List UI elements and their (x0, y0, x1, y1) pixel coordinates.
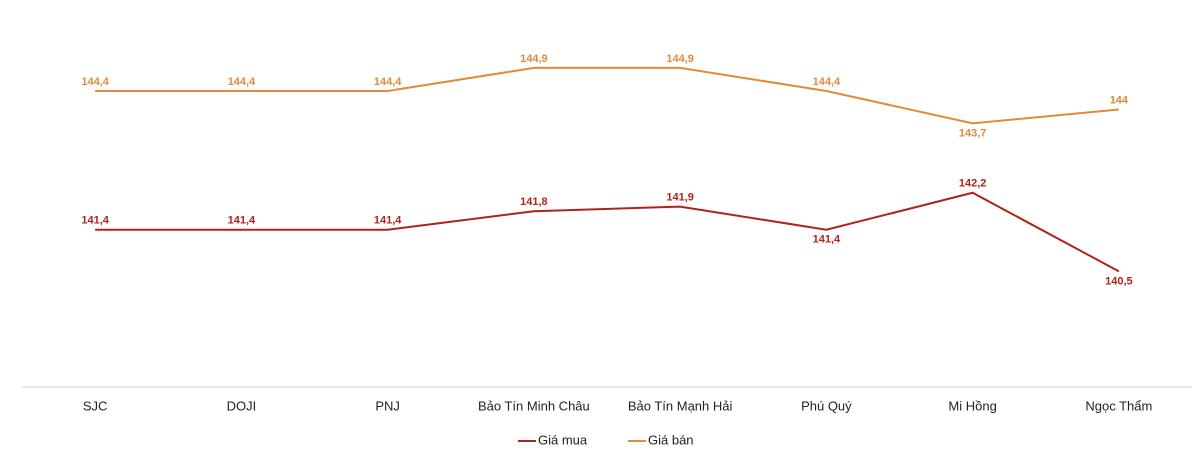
data-label: 144,4 (813, 76, 841, 88)
data-label: 144,9 (520, 53, 548, 65)
data-label: 144,4 (81, 76, 109, 88)
x-tick-label: Phú Quý (801, 398, 852, 413)
x-tick-label: Ngọc Thẩm (1085, 398, 1152, 413)
data-label: 142,2 (959, 178, 987, 190)
data-label: 144 (1110, 94, 1129, 106)
x-tick-label: SJC (83, 398, 108, 413)
data-label: 141,4 (374, 215, 402, 227)
data-label: 144,9 (666, 53, 694, 65)
x-tick-label: Mi Hồng (948, 398, 996, 413)
data-label: 141,4 (81, 215, 109, 227)
legend-label: Giá bán (648, 432, 694, 447)
data-label: 141,8 (520, 196, 548, 208)
x-tick-label: DOJI (227, 398, 257, 413)
data-label: 141,4 (228, 215, 256, 227)
data-label: 144,4 (228, 76, 256, 88)
x-tick-label: Bảo Tín Minh Châu (478, 398, 590, 413)
data-label: 144,4 (374, 76, 402, 88)
data-label: 141,4 (813, 234, 841, 246)
legend-label: Giá mua (538, 432, 588, 447)
data-label: 143,7 (959, 127, 987, 139)
series-line (95, 66, 1119, 125)
data-label: 140,5 (1105, 275, 1133, 287)
x-tick-label: PNJ (375, 398, 400, 413)
x-tick-label: Bảo Tín Mạnh Hải (628, 398, 733, 413)
data-label: 141,9 (666, 192, 694, 204)
series-line (95, 191, 1120, 273)
